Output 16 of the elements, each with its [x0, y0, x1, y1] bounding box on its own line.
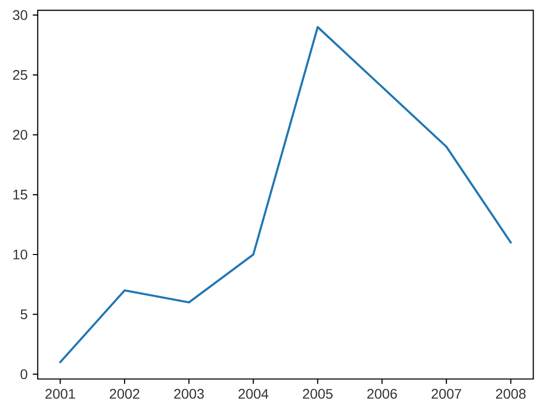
- x-tick-label: 2003: [174, 388, 204, 399]
- x-tick-label: 2007: [432, 388, 462, 399]
- y-tick-label: 20: [13, 130, 28, 140]
- y-tick-label: 0: [20, 369, 28, 380]
- y-tick-label: 30: [12, 10, 28, 20]
- y-tick-label: 10: [13, 250, 28, 260]
- y-tick-label: 25: [13, 70, 28, 80]
- x-tick-label: 2001: [45, 388, 76, 399]
- x-tick-label: 2006: [367, 388, 397, 399]
- line-series: [59, 26, 512, 364]
- x-tick-label: 2002: [110, 388, 140, 399]
- x-tick-label: 2004: [238, 388, 268, 399]
- y-tick-label: 5: [20, 310, 28, 320]
- x-tick-label: 2005: [302, 388, 333, 399]
- x-tick-label: 2008: [496, 388, 526, 399]
- y-tick-label: 15: [13, 190, 28, 200]
